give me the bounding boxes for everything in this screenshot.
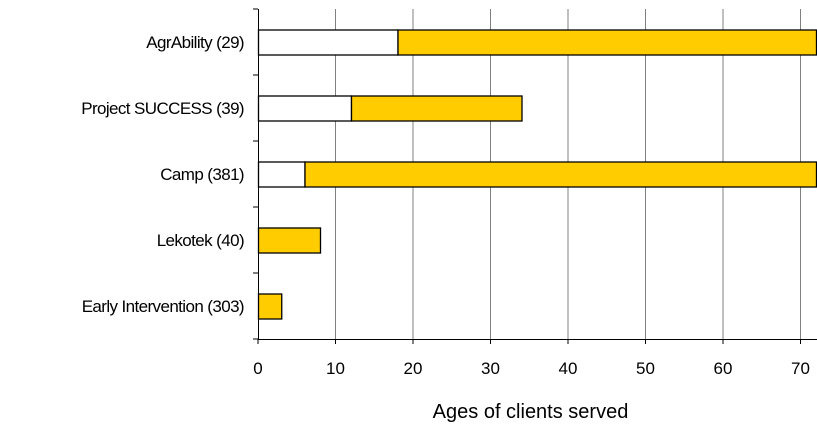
- x-tick-label: 0: [253, 359, 262, 378]
- category-label: Camp (381): [160, 165, 244, 184]
- bar-upper-segment-3: [257, 227, 322, 254]
- bars: [257, 29, 817, 320]
- category-labels: AgrAbility (29) Project SUCCESS (39) Camp …: [81, 33, 244, 316]
- x-tick-label: 70: [791, 359, 810, 378]
- x-tick-label: 60: [714, 359, 733, 378]
- x-axis-title: Ages of clients served: [433, 401, 629, 423]
- axes: [253, 8, 817, 344]
- bar-lower-segment-1: [257, 95, 353, 122]
- category-label: Early Intervention (303): [82, 297, 244, 316]
- x-tick-label: 50: [636, 359, 655, 378]
- bar-upper-segment-0: [397, 29, 817, 56]
- bar-lower-segment-2: [257, 161, 306, 188]
- bar-upper-segment-1: [350, 95, 523, 122]
- x-tick-label: 10: [326, 359, 345, 378]
- category-label: Project SUCCESS (39): [81, 99, 244, 118]
- x-tick-label: 40: [559, 359, 578, 378]
- bar-lower-segment-0: [257, 29, 399, 56]
- bar-upper-segment-2: [304, 161, 817, 188]
- x-tick-labels: 0 10 20 30 40 50 60 70: [253, 359, 810, 378]
- bar-upper-segment-4: [257, 293, 283, 320]
- x-tick-label: 30: [481, 359, 500, 378]
- category-label: Lekotek (40): [157, 231, 244, 250]
- category-label: AgrAbility (29): [146, 33, 244, 52]
- x-tick-label: 20: [404, 359, 423, 378]
